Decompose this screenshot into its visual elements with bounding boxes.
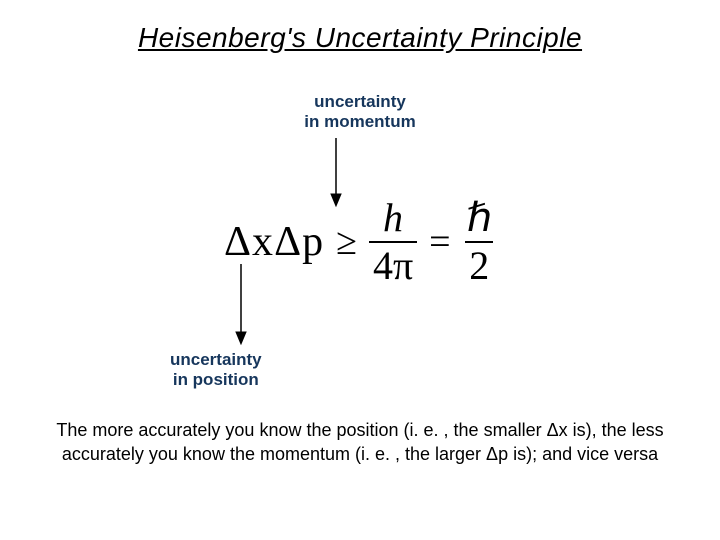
arrow-down-icon bbox=[235, 264, 247, 348]
delta-x: ΔxΔp bbox=[224, 218, 324, 266]
equals-symbol: = bbox=[425, 220, 454, 264]
fraction-h-over-4pi: h 4π bbox=[369, 198, 417, 286]
page-title: Heisenberg's Uncertainty Principle bbox=[0, 22, 720, 54]
numerator: ℏ bbox=[463, 198, 496, 241]
label-uncertainty-position: uncertainty in position bbox=[170, 350, 262, 391]
label-line: uncertainty bbox=[170, 350, 262, 369]
denominator: 2 bbox=[465, 241, 493, 286]
label-line: in momentum bbox=[304, 112, 415, 131]
fraction-hbar-over-2: ℏ 2 bbox=[463, 198, 496, 286]
explanation-text: The more accurately you know the positio… bbox=[55, 418, 665, 467]
label-uncertainty-momentum: uncertainty in momentum bbox=[0, 92, 720, 133]
label-line: in position bbox=[173, 370, 259, 389]
geq-symbol: ≥ bbox=[332, 220, 361, 264]
numerator: h bbox=[379, 198, 407, 241]
uncertainty-equation: ΔxΔp ≥ h 4π = ℏ 2 bbox=[0, 198, 720, 286]
slide: Heisenberg's Uncertainty Principle uncer… bbox=[0, 0, 720, 540]
label-line: uncertainty bbox=[314, 92, 406, 111]
denominator: 4π bbox=[369, 241, 417, 286]
